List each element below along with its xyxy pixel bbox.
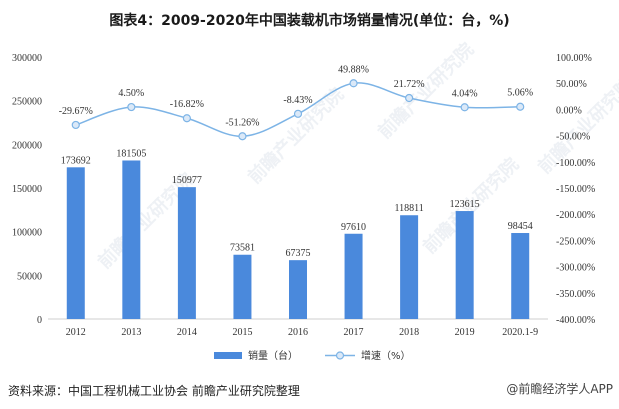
y-left-tick-label: 50000	[17, 271, 42, 282]
y-right-tick-label: 0.00%	[556, 105, 582, 116]
growth-point	[460, 103, 469, 112]
legend-bar-swatch	[214, 352, 242, 359]
y-left-tick-label: 0	[37, 315, 42, 326]
growth-data-label: 4.04%	[452, 88, 478, 99]
legend-line-label: 增速（%）	[361, 349, 411, 362]
growth-point	[182, 114, 191, 123]
bar-data-label: 118811	[394, 203, 423, 214]
bar	[344, 233, 363, 319]
growth-point	[516, 102, 525, 111]
bar-data-label: 123615	[450, 199, 480, 210]
x-tick-label: 2014	[177, 327, 197, 338]
bar	[511, 233, 530, 319]
y-right-tick-label: -400.00%	[556, 315, 595, 326]
y-left-tick-label: 250000	[12, 97, 42, 108]
x-tick-label: 2018	[399, 327, 419, 338]
y-right-tick-label: -150.00%	[556, 184, 595, 195]
x-tick-label: 2016	[288, 327, 308, 338]
y-right-tick-label: -100.00%	[556, 158, 595, 169]
x-tick-label: 2012	[66, 327, 86, 338]
growth-point	[293, 109, 303, 118]
chart-title: 图表4：2009-2020年中国装载机市场销量情况(单位：台，%)	[109, 13, 510, 29]
x-tick-label: 2015	[232, 327, 252, 338]
y-right-tick-label: -200.00%	[556, 210, 595, 221]
y-left-tick-label: 150000	[12, 184, 42, 195]
bar	[400, 215, 419, 319]
brand-label: @前瞻经济学人APP	[506, 382, 613, 396]
bar	[455, 211, 474, 319]
growth-data-label: -8.43%	[283, 95, 312, 106]
legend-line-marker	[335, 351, 345, 360]
bar-data-label: 98454	[508, 221, 533, 232]
y-right-tick-label: -50.00%	[556, 132, 590, 143]
bar-data-label: 97610	[341, 222, 366, 233]
bar-data-label: 181505	[116, 148, 146, 159]
bar-data-label: 150977	[172, 175, 202, 186]
bars-group	[66, 160, 530, 319]
y-right-tick-label: -350.00%	[556, 289, 595, 300]
bar-data-label: 173692	[61, 155, 91, 166]
growth-point	[349, 79, 358, 88]
growth-data-label: -29.67%	[59, 106, 93, 117]
y-right-tick-label: 50.00%	[556, 79, 587, 90]
y-right-tick-label: -300.00%	[556, 263, 595, 274]
bar	[177, 187, 196, 319]
x-tick-label: 2019	[455, 327, 475, 338]
bar-data-label: 73581	[230, 243, 255, 254]
growth-point	[238, 132, 247, 141]
line-group	[71, 79, 525, 141]
x-tick-label: 2020.1-9	[502, 327, 538, 338]
source-note: 资料来源：中国工程机械工业协会 前瞻产业研究院整理	[8, 384, 300, 398]
growth-point	[405, 93, 414, 103]
growth-data-label: 21.72%	[394, 79, 425, 90]
x-tick-label: 2017	[344, 327, 364, 338]
bar-labels-group: 173692 181505 150977 73581 67375 97610 118811 1…	[61, 148, 533, 259]
growth-data-label: -16.82%	[170, 99, 204, 110]
line-labels-group: -29.67% 4.50% -16.82% -51.26% -8.43% 49.88% 21…	[59, 64, 533, 128]
legend-bar-label: 销量（台）	[248, 349, 298, 362]
growth-point	[127, 102, 136, 112]
bar	[289, 260, 307, 319]
y-left-tick-label: 100000	[12, 228, 42, 239]
y-left-tick-label: 200000	[12, 140, 42, 151]
y-right-tick-label: 100.00%	[556, 53, 592, 64]
y-left-tick-label: 300000	[12, 53, 42, 64]
legend: 销量（台） 增速（%）	[214, 349, 411, 362]
x-tick-label: 2013	[121, 327, 141, 338]
growth-data-label: 49.88%	[338, 64, 369, 75]
bar	[233, 254, 252, 319]
growth-data-label: -51.26%	[225, 117, 259, 128]
bar	[122, 160, 141, 319]
growth-point	[71, 120, 80, 130]
bar	[66, 167, 85, 319]
growth-data-label: 4.50%	[118, 88, 144, 99]
y-right-tick-label: -250.00%	[556, 236, 595, 247]
bar-data-label: 67375	[286, 248, 311, 259]
growth-data-label: 5.06%	[507, 88, 533, 99]
